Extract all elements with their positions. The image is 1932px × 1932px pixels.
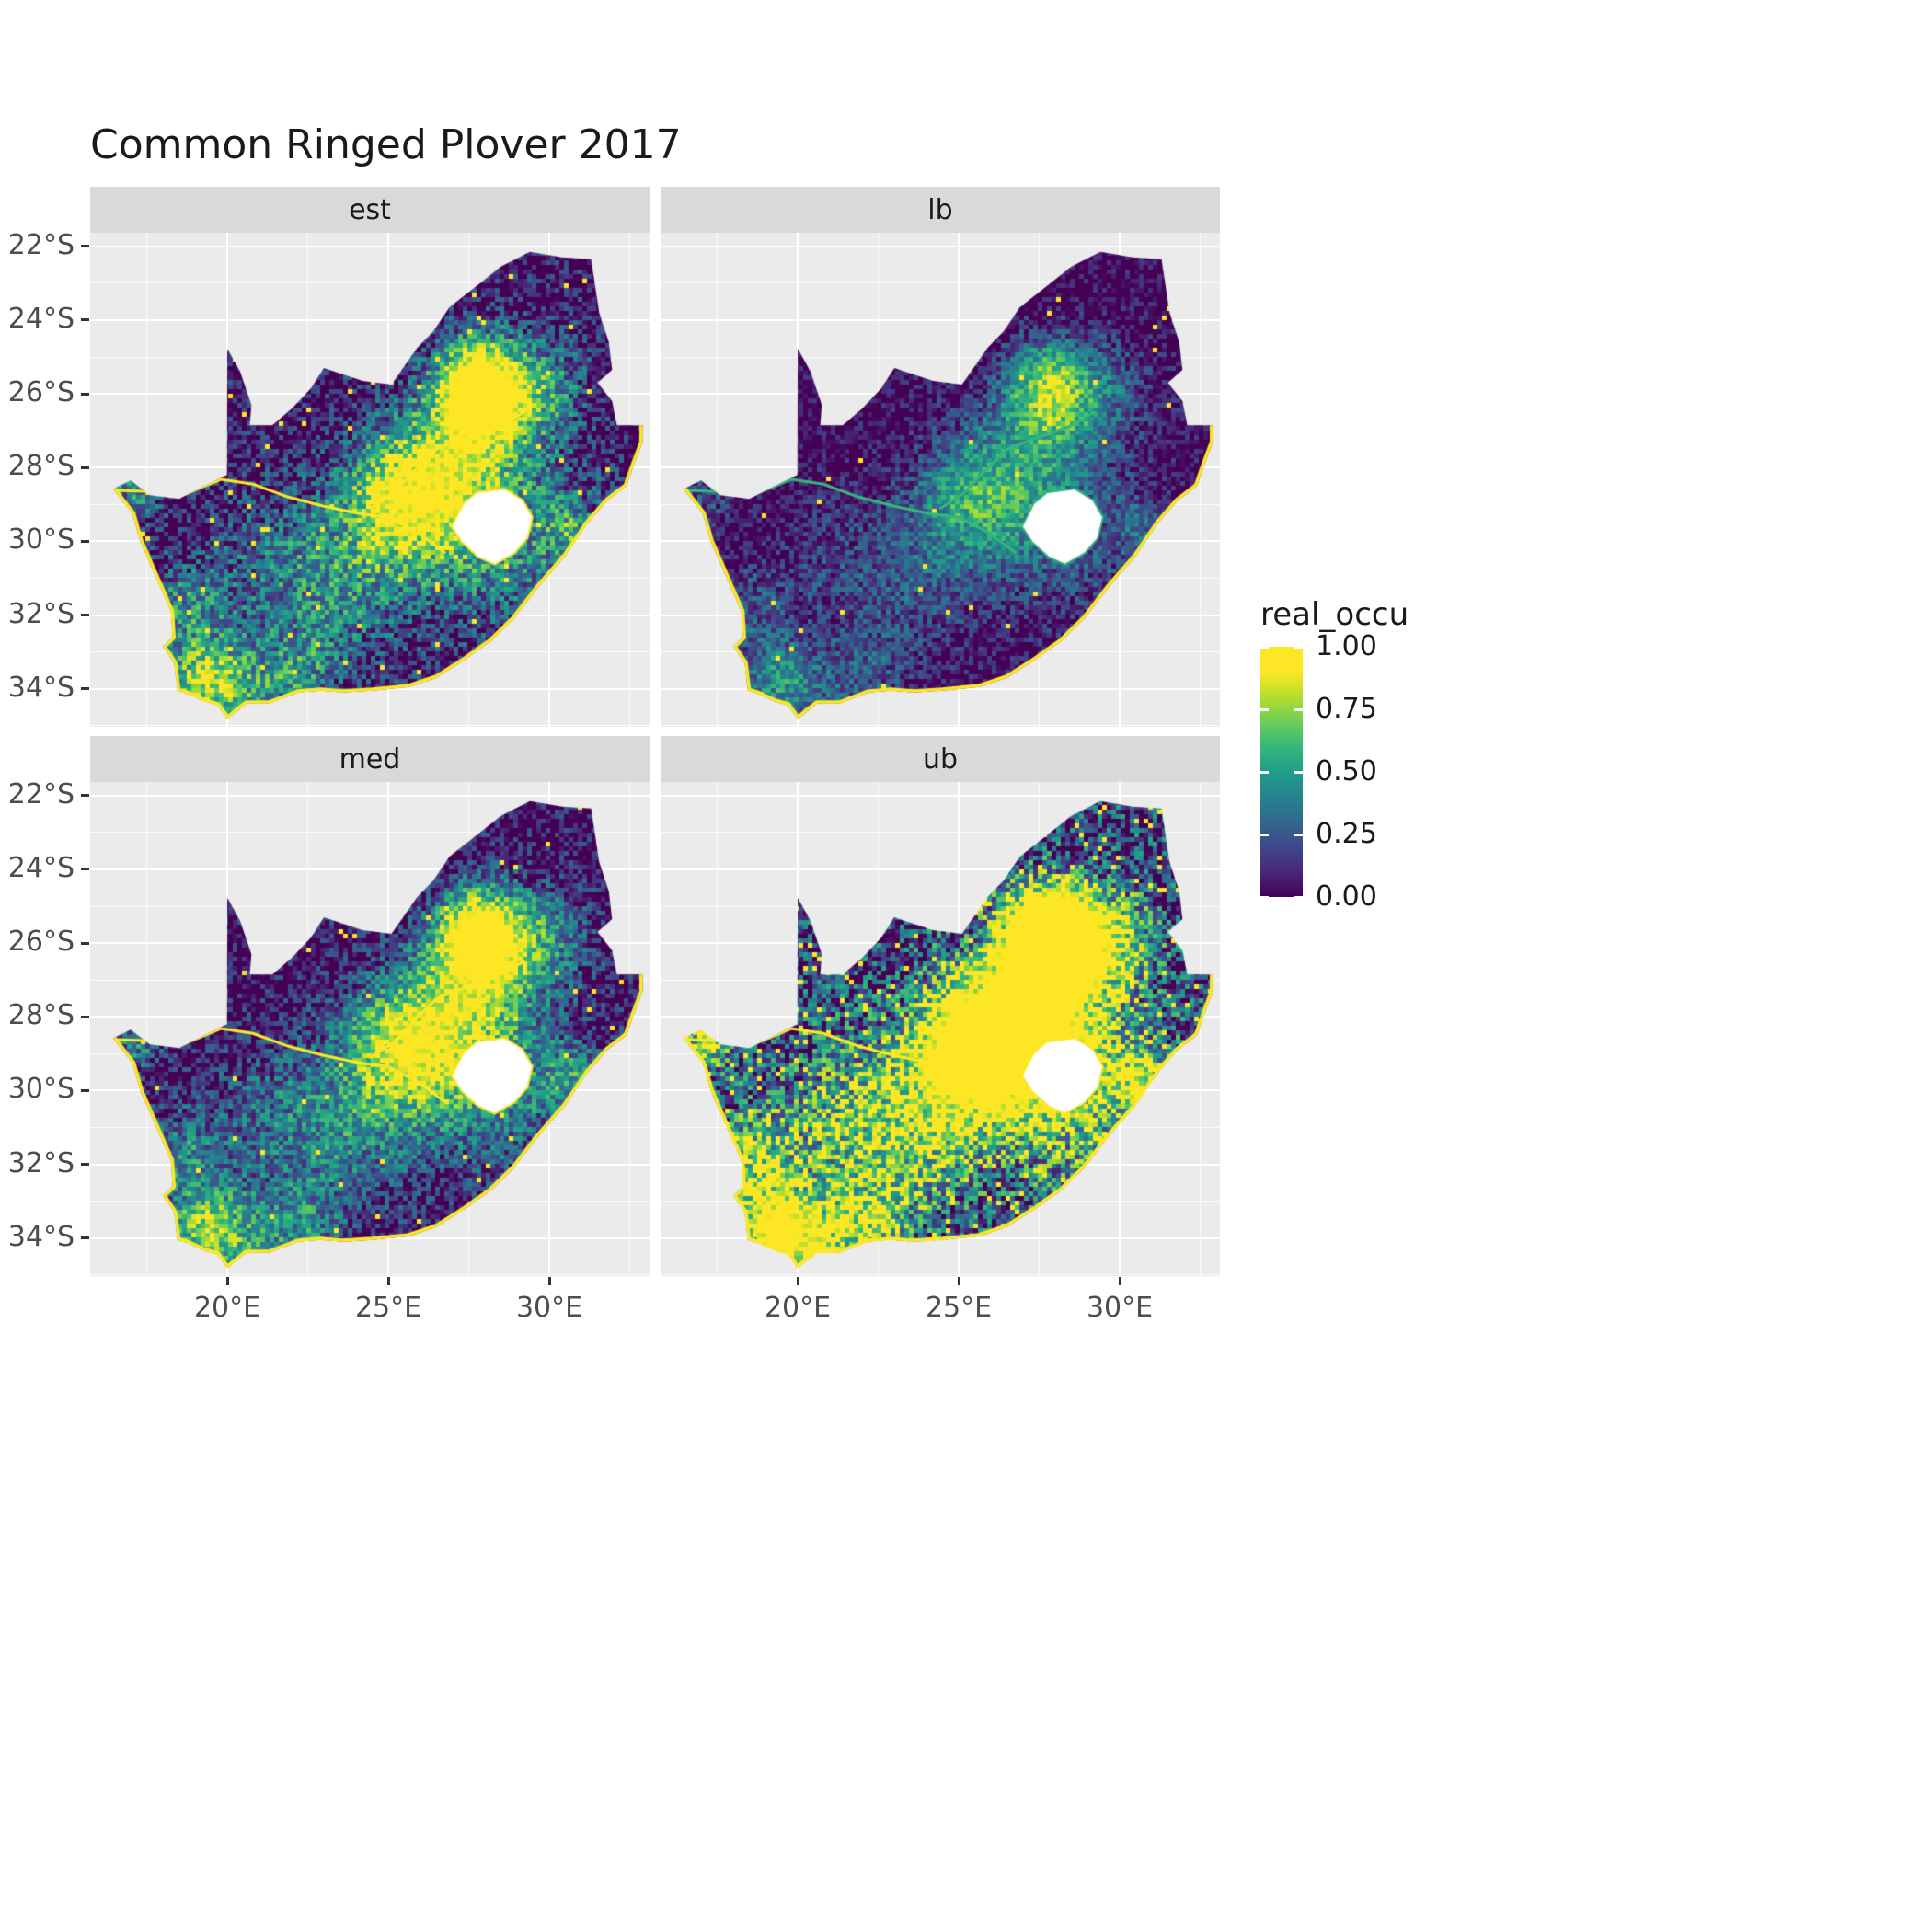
facet-strip-label: ub <box>922 742 959 776</box>
legend-tick-label: 0.00 <box>1316 880 1377 913</box>
legend-colorbar-tick <box>1294 645 1303 649</box>
y-axis-tick <box>81 1088 89 1092</box>
x-axis-label: 25°E <box>354 1292 422 1324</box>
legend-tick-label: 0.50 <box>1316 755 1377 788</box>
facet-strip-lb: lb <box>661 187 1220 233</box>
south-africa-raster-med <box>90 782 650 1276</box>
y-axis-label: 28°S <box>7 999 75 1032</box>
y-axis-label: 28°S <box>7 450 75 483</box>
legend-tick-label: 0.75 <box>1316 693 1377 725</box>
map-panel-lb <box>661 233 1220 727</box>
legend-colorbar-tick <box>1260 645 1269 649</box>
map-panel-med <box>90 782 650 1276</box>
y-axis-label: 30°S <box>7 523 75 557</box>
y-axis-tick <box>81 1236 89 1240</box>
y-axis-tick <box>81 1163 89 1167</box>
south-africa-raster-est <box>90 233 650 727</box>
y-axis-tick <box>81 539 89 543</box>
y-axis-tick <box>81 245 89 248</box>
y-axis-label: 30°S <box>7 1073 75 1106</box>
y-axis-tick <box>81 941 89 945</box>
facet-strip-label: lb <box>927 193 953 226</box>
y-axis-label: 32°S <box>7 1146 75 1179</box>
y-axis-label: 24°S <box>7 851 75 884</box>
y-axis-label: 22°S <box>7 777 75 811</box>
y-axis-label: 22°S <box>7 228 75 261</box>
y-axis-label: 26°S <box>7 926 75 959</box>
legend-colorbar-tick <box>1294 770 1303 774</box>
y-axis-tick <box>81 318 89 322</box>
south-africa-raster-lb <box>661 233 1220 727</box>
facet-strip-label: est <box>349 193 391 226</box>
facet-lb: lb <box>661 187 1220 727</box>
legend-colorbar-tick <box>1294 833 1303 836</box>
legend-colorbar-tick <box>1294 895 1303 899</box>
y-axis-label: 26°S <box>7 376 75 409</box>
south-africa-raster-ub <box>661 782 1220 1276</box>
legend-tick-label: 0.25 <box>1316 818 1377 850</box>
facet-strip-ub: ub <box>661 736 1220 782</box>
legend-colorbar-tick <box>1294 707 1303 711</box>
x-axis-label: 30°E <box>515 1292 583 1324</box>
x-axis-tick <box>225 1277 229 1285</box>
y-axis-label: 24°S <box>7 302 75 335</box>
y-axis-label: 34°S <box>7 1220 75 1253</box>
legend-colorbar-tick <box>1260 707 1269 711</box>
x-axis-tick <box>1118 1277 1121 1285</box>
x-axis-tick <box>796 1277 799 1285</box>
legend-title: real_occu <box>1260 596 1409 633</box>
x-axis-label: 30°E <box>1086 1292 1154 1324</box>
facet-ub: ub <box>661 736 1220 1276</box>
x-axis-tick <box>386 1277 390 1285</box>
facet-strip-med: med <box>90 736 650 782</box>
x-axis-label: 20°E <box>193 1292 261 1324</box>
y-axis-tick <box>81 1015 89 1018</box>
y-axis-label: 32°S <box>7 597 75 630</box>
y-axis-tick <box>81 466 89 469</box>
chart-title: Common Ringed Plover 2017 <box>90 121 682 168</box>
legend-colorbar-tick <box>1260 770 1269 774</box>
y-axis-tick <box>81 687 89 691</box>
x-axis-tick <box>547 1277 551 1285</box>
legend-colorbar-tick <box>1260 833 1269 836</box>
y-axis-label: 34°S <box>7 671 75 704</box>
facet-med: med <box>90 736 650 1276</box>
y-axis-tick <box>81 868 89 871</box>
facet-strip-label: med <box>339 742 401 776</box>
y-axis-tick <box>81 392 89 396</box>
x-axis-label: 25°E <box>925 1292 993 1324</box>
y-axis-tick <box>81 794 89 798</box>
legend-tick-label: 1.00 <box>1316 630 1377 662</box>
x-axis-label: 20°E <box>764 1292 832 1324</box>
map-panel-est <box>90 233 650 727</box>
y-axis-tick <box>81 614 89 617</box>
facet-est: est <box>90 187 650 727</box>
legend-colorbar-tick <box>1260 895 1269 899</box>
map-panel-ub <box>661 782 1220 1276</box>
x-axis-tick <box>957 1277 960 1285</box>
facet-strip-est: est <box>90 187 650 233</box>
